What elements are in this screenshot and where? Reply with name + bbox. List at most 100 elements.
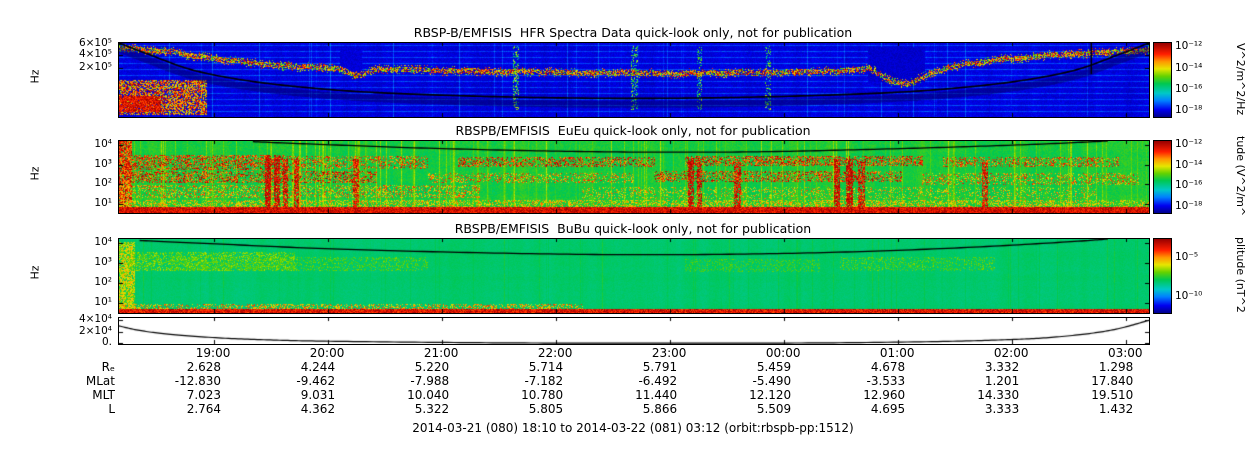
colorbar-tick-label: 10⁻¹⁴ <box>1175 61 1203 74</box>
y-tick-label: 10¹ <box>94 296 112 309</box>
caption: 2014-03-21 (080) 18:10 to 2014-03-22 (08… <box>412 421 854 435</box>
colorbar-tick-label: 10⁻¹² <box>1175 138 1203 151</box>
ephemeris-value: 14.330 <box>977 388 1020 402</box>
hfr-spectrogram-canvas <box>118 42 1150 118</box>
time-tick-label: 00:00 <box>765 346 801 360</box>
ephemeris-row-label: MLT <box>92 388 115 402</box>
ephemeris-value: 3.333 <box>984 402 1020 416</box>
colorbar-tick-label: 10⁻¹⁶ <box>1175 82 1203 95</box>
ephemeris-row-label: Rₑ <box>101 360 115 374</box>
y-tick-label: 2×10⁴ <box>78 324 112 337</box>
bfield-y-tick-labels: 4×10⁴ 2×10⁴ 0. <box>38 313 114 348</box>
bubu-colorbar <box>1153 238 1172 314</box>
ephemeris-value: 5.220 <box>414 360 450 374</box>
bubu-colorbar-unit-label: plitude (nT^2 <box>1234 237 1247 313</box>
y-tick-label: 10² <box>94 276 112 289</box>
colorbar-tick-label: 10⁻¹⁸ <box>1175 199 1203 212</box>
colorbar-tick-label: 10⁻¹² <box>1175 40 1203 53</box>
y-tick-label: 10⁴ <box>94 138 112 151</box>
eueu-colorbar-tick-labels: 10⁻¹² 10⁻¹⁴ 10⁻¹⁶ 10⁻¹⁸ <box>1175 138 1221 212</box>
hfr-panel-title: RBSP-B/EMFISIS HFR Spectra Data quick-lo… <box>413 25 853 40</box>
ephemeris-value: 4.244 <box>300 360 336 374</box>
ephemeris-value: -3.533 <box>866 374 906 388</box>
eueu-colorbar-unit-label: tude (V^2/m^ <box>1234 135 1247 217</box>
ephemeris-value: 2.628 <box>186 360 222 374</box>
hfr-colorbar <box>1153 42 1172 118</box>
y-tick-label: 10¹ <box>94 196 112 209</box>
ephemeris-value: 7.023 <box>186 388 222 402</box>
time-tick-label: 20:00 <box>309 346 345 360</box>
y-tick-label: 2×10⁵ <box>78 61 112 74</box>
y-tick-label: 0. <box>101 335 112 348</box>
bubu-spectrogram-canvas <box>118 238 1150 314</box>
time-axis-labels: 19:00 20:00 21:00 22:00 23:00 00:00 01:00 02:00… <box>0 346 1250 360</box>
colorbar-tick-label: 10⁻¹⁴ <box>1175 158 1203 171</box>
ephemeris-value: 4.678 <box>870 360 906 374</box>
bfield-line-canvas <box>118 317 1150 345</box>
ephemeris-value: 10.040 <box>407 388 450 402</box>
bubu-panel-title: RBSPB/EMFISIS BuBu quick-look only, not … <box>454 221 812 236</box>
ephemeris-value: 3.332 <box>984 360 1020 374</box>
time-tick-label: 21:00 <box>423 346 459 360</box>
time-tick-label: 02:00 <box>993 346 1029 360</box>
colorbar-tick-label: 10⁻⁵ <box>1175 250 1199 263</box>
hfr-colorbar-unit-label: V^2/m^2/Hz <box>1234 42 1247 116</box>
ephemeris-value: -7.988 <box>410 374 450 388</box>
y-tick-label: 10³ <box>94 157 112 170</box>
ephemeris-value: 5.459 <box>756 360 792 374</box>
ephemeris-value: 19.510 <box>1091 388 1134 402</box>
eueu-spectrogram-canvas <box>118 140 1150 214</box>
ephemeris-value: 10.780 <box>521 388 564 402</box>
eueu-panel-title: RBSPB/EMFISIS EuEu quick-look only, not … <box>455 123 811 138</box>
time-tick-label: 01:00 <box>879 346 915 360</box>
eueu-colorbar <box>1153 140 1172 214</box>
ephemeris-value: 11.440 <box>635 388 678 402</box>
ephemeris-row: MLT 7.023 9.031 10.040 10.780 11.440 12.120 12.… <box>0 388 1250 402</box>
ephemeris-row: L 2.764 4.362 5.322 5.805 5.866 5.509 4.695 3.33… <box>0 402 1250 416</box>
ephemeris-row: Rₑ 2.628 4.244 5.220 5.714 5.791 5.459 4.678 3.3… <box>0 360 1250 374</box>
ephemeris-value: 5.714 <box>528 360 564 374</box>
hfr-y-tick-labels: 6×10⁵ 4×10⁵ 2×10⁵ <box>38 37 114 116</box>
colorbar-tick-label: 10⁻¹⁶ <box>1175 179 1203 192</box>
ephemeris-value: -7.182 <box>524 374 564 388</box>
hfr-colorbar-tick-labels: 10⁻¹² 10⁻¹⁴ 10⁻¹⁶ 10⁻¹⁸ <box>1175 40 1221 116</box>
ephemeris-value: 9.031 <box>300 388 336 402</box>
bubu-y-tick-labels: 10⁴ 10³ 10² 10¹ <box>38 236 114 312</box>
ephemeris-value: 12.960 <box>863 388 906 402</box>
y-tick-label: 10³ <box>94 256 112 269</box>
ephemeris-value: 1.432 <box>1098 402 1134 416</box>
colorbar-tick-label: 10⁻¹⁰ <box>1175 289 1203 302</box>
ephemeris-value: 1.201 <box>984 374 1020 388</box>
ephemeris-value: 5.805 <box>528 402 564 416</box>
bubu-colorbar-tick-labels: 10⁻⁵ 10⁻¹⁰ <box>1175 238 1221 312</box>
ephemeris-value: -9.462 <box>296 374 336 388</box>
ephemeris-value: -12.830 <box>174 374 222 388</box>
time-tick-label: 22:00 <box>537 346 573 360</box>
y-tick-label: 10² <box>94 177 112 190</box>
ephemeris-value: -5.490 <box>752 374 792 388</box>
ephemeris-row: MLat -12.830 -9.462 -7.988 -7.182 -6.492 -5.49… <box>0 374 1250 388</box>
ephemeris-value: 4.695 <box>870 402 906 416</box>
ephemeris-value: -6.492 <box>638 374 678 388</box>
ephemeris-value: 5.791 <box>642 360 678 374</box>
ephemeris-value: 12.120 <box>749 388 792 402</box>
ephemeris-row-label: L <box>108 402 115 416</box>
eueu-y-tick-labels: 10⁴ 10³ 10² 10¹ <box>38 138 114 212</box>
y-tick-label: 6×10⁵ <box>78 37 112 50</box>
y-tick-label: 4×10⁴ <box>78 313 112 326</box>
ephemeris-value: 2.764 <box>186 402 222 416</box>
colorbar-tick-label: 10⁻¹⁸ <box>1175 103 1203 116</box>
ephemeris-value: 5.322 <box>414 402 450 416</box>
y-tick-label: 10⁴ <box>94 236 112 249</box>
y-tick-label: 4×10⁵ <box>78 47 112 60</box>
ephemeris-value: 1.298 <box>1098 360 1134 374</box>
time-tick-label: 23:00 <box>651 346 687 360</box>
time-tick-label: 19:00 <box>195 346 231 360</box>
ephemeris-value: 17.840 <box>1091 374 1134 388</box>
ephemeris-value: 5.509 <box>756 402 792 416</box>
time-tick-label: 03:00 <box>1107 346 1143 360</box>
ephemeris-row-label: MLat <box>85 374 115 388</box>
ephemeris-value: 4.362 <box>300 402 336 416</box>
ephemeris-value: 5.866 <box>642 402 678 416</box>
